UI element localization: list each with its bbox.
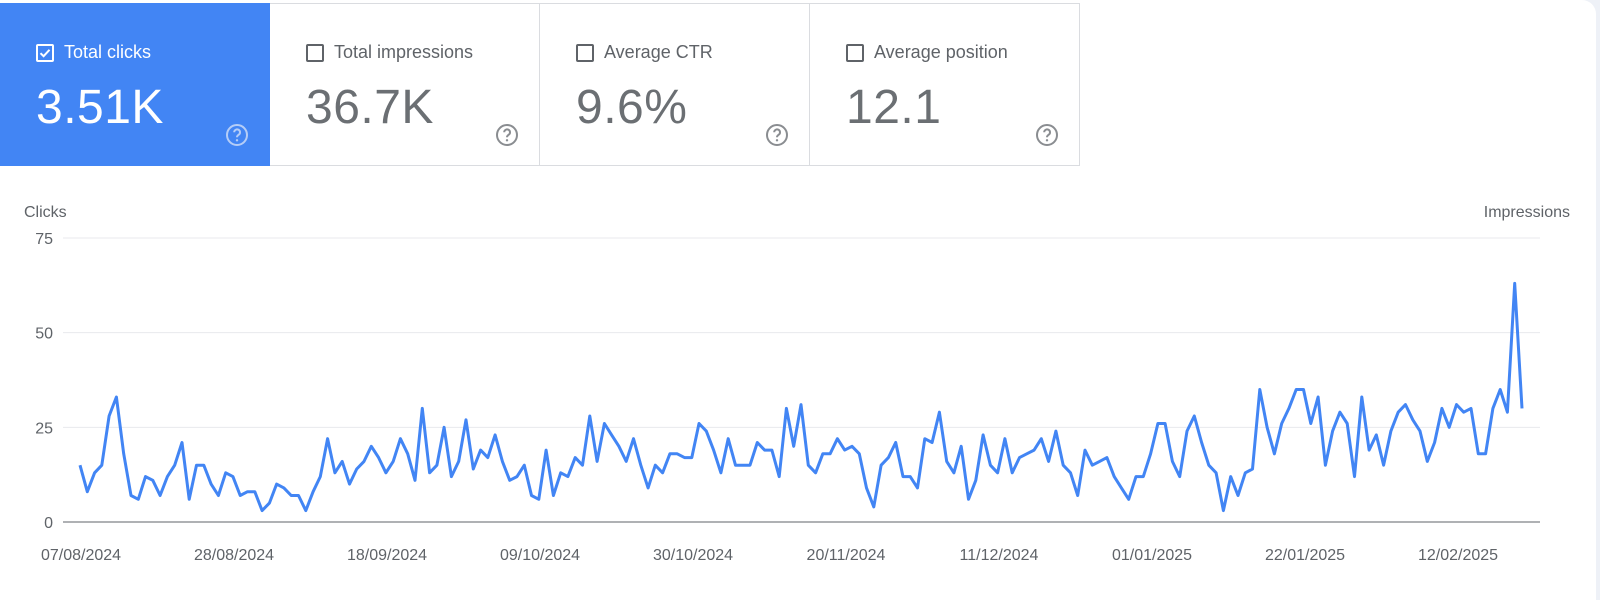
card-label: Average position bbox=[874, 42, 1008, 62]
metric-cards: Total clicks 3.51K Total impressions 36.… bbox=[0, 3, 1080, 167]
checkbox-icon[interactable] bbox=[846, 43, 864, 62]
card-value: 12.1 bbox=[846, 81, 942, 134]
y-tick-label: 25 bbox=[35, 420, 53, 437]
x-tick-label: 30/10/2024 bbox=[653, 547, 733, 564]
y-axis-title-left: Clicks bbox=[24, 204, 67, 221]
x-tick-label: 12/02/2025 bbox=[1418, 547, 1498, 564]
clicks-series-line bbox=[78, 281, 1524, 513]
checkbox-icon[interactable] bbox=[576, 43, 594, 62]
checkbox-icon[interactable] bbox=[36, 43, 54, 62]
card-header: Average position bbox=[846, 42, 1008, 63]
help-icon[interactable] bbox=[495, 123, 519, 147]
line-chart: 0 25 50 75 07/08/2024 28/08/2024 18/09/2024 09/… bbox=[35, 231, 1540, 564]
card-value: 3.51K bbox=[36, 81, 164, 134]
checkbox-icon[interactable] bbox=[306, 43, 324, 62]
card-header: Total clicks bbox=[36, 42, 151, 63]
performance-chart: Clicks Impressions 0 25 50 75 07/08/2024 28/0… bbox=[0, 190, 1596, 590]
x-tick-label: 09/10/2024 bbox=[500, 547, 580, 564]
x-tick-label: 22/01/2025 bbox=[1265, 547, 1345, 564]
card-label: Average CTR bbox=[604, 42, 713, 62]
y-tick-label: 75 bbox=[35, 231, 53, 248]
help-icon[interactable] bbox=[225, 123, 249, 147]
x-tick-label: 28/08/2024 bbox=[194, 547, 274, 564]
card-header: Total impressions bbox=[306, 42, 473, 63]
help-icon[interactable] bbox=[1035, 123, 1059, 147]
card-average-position[interactable]: Average position 12.1 bbox=[810, 3, 1080, 166]
y-tick-label: 0 bbox=[44, 515, 53, 532]
card-label: Total impressions bbox=[334, 42, 474, 62]
card-total-clicks[interactable]: Total clicks 3.51K bbox=[0, 3, 270, 166]
help-icon[interactable] bbox=[765, 123, 789, 147]
x-tick-label: 11/12/2024 bbox=[960, 547, 1039, 564]
x-tick-label: 07/08/2024 bbox=[41, 547, 121, 564]
card-value: 9.6% bbox=[576, 81, 688, 134]
x-tick-label: 18/09/2024 bbox=[347, 547, 427, 564]
y-axis-title-right: Impressions bbox=[1483, 204, 1570, 221]
card-header: Average CTR bbox=[576, 42, 713, 63]
card-value: 36.7K bbox=[306, 81, 434, 134]
card-average-ctr[interactable]: Average CTR 9.6% bbox=[540, 3, 810, 166]
card-label: Total clicks bbox=[64, 42, 152, 62]
x-tick-label: 20/11/2024 bbox=[807, 547, 886, 564]
card-total-impressions[interactable]: Total impressions 36.7K bbox=[270, 3, 540, 166]
y-tick-label: 50 bbox=[35, 326, 53, 343]
x-tick-label: 01/01/2025 bbox=[1112, 547, 1192, 564]
